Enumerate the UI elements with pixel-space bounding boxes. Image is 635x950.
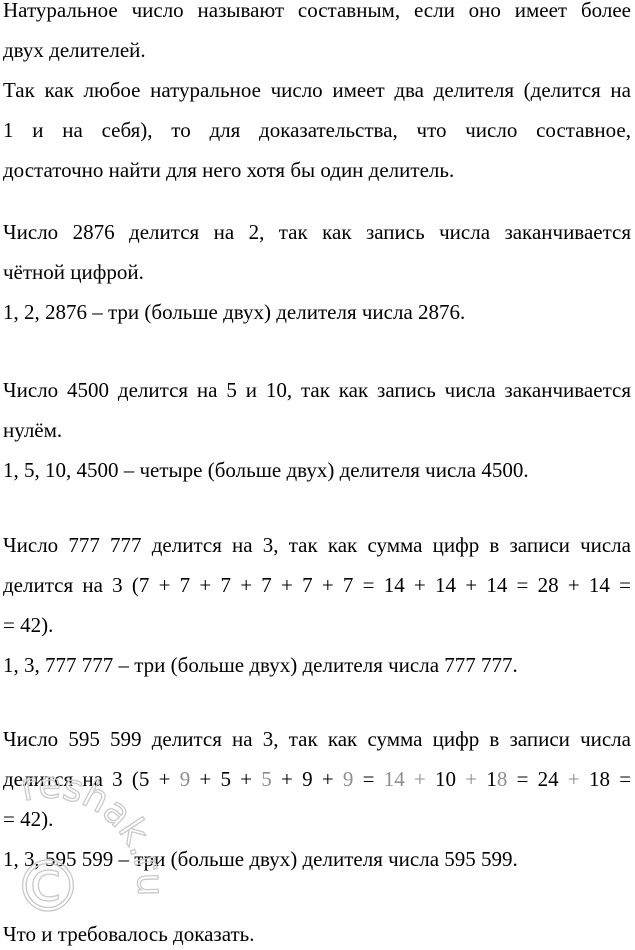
equation-segment: = (353, 767, 384, 791)
text-line: 1 и на себя), то для доказательства, что… (3, 118, 631, 142)
equation-segment: 1 (477, 767, 497, 791)
text-line: Число 595 599 делится на 3, так как сумм… (3, 727, 631, 751)
text-line: нулём. (3, 418, 63, 442)
text-line: Так как любое натуральное число имеет дв… (3, 78, 631, 102)
faded-plus-sign: + (465, 767, 478, 791)
faded-digit: 9 (179, 767, 191, 791)
text-line: 1, 3, 595 599 – три (больше двух) делите… (3, 847, 518, 871)
equation-segment: = 24 (507, 767, 568, 791)
paragraph-4500: Число 4500 делится на 5 и 10, так как за… (3, 370, 631, 490)
text-line: Число 777 777 делится на 3, так как сумм… (3, 533, 631, 557)
text-line-equation: делится на 3 (5 + 9 + 5 + 5 + 9 + 9 = 14… (3, 759, 631, 799)
paragraph-777777: Число 777 777 делится на 3, так как сумм… (3, 525, 631, 685)
equation-segment: делится на 3 (5 + (3, 767, 180, 791)
equation-segment: 10 (425, 767, 466, 791)
text-line: 1, 2, 2876 – три (больше двух) делителя … (3, 300, 466, 324)
faded-plus-sign: + (567, 767, 580, 791)
text-line: = 42). (3, 613, 54, 637)
text-line: достаточно найти для него хотя бы один д… (3, 158, 455, 182)
faded-digit: 8 (496, 767, 508, 791)
paragraph-2876: Число 2876 делится на 2, так как запись … (3, 212, 631, 332)
faded-digit: 5 (261, 767, 272, 791)
paragraph-qed: Что и требовалось доказать. (3, 914, 631, 950)
equation-segment: 18 = (579, 767, 631, 791)
text-line: Число 4500 делится на 5 и 10, так как за… (3, 378, 631, 402)
equation-segment: + 5 + (190, 767, 262, 791)
paragraph-595599: Число 595 599 делится на 3, так как сумм… (3, 719, 631, 879)
faded-digit: 9 (342, 767, 354, 791)
text-line: Число 2876 делится на 2, так как запись … (3, 220, 631, 244)
text-line: Натуральное число называют составным, ес… (3, 0, 631, 22)
text-line: 1, 5, 10, 4500 – четыре (больше двух) де… (3, 458, 529, 482)
faded-digit: 14 (383, 767, 405, 791)
text-line: = 42). (3, 807, 54, 831)
text-line: 1, 3, 777 777 – три (больше двух) делите… (3, 653, 518, 677)
equation-segment (405, 767, 414, 791)
text-line: двух делителей. (3, 38, 146, 62)
equation-segment: + 9 + (271, 767, 343, 791)
text-line: чётной цифрой. (3, 260, 144, 284)
faded-plus-sign: + (413, 767, 426, 791)
text-line-equation: делится на 3 (7 + 7 + 7 + 7 + 7 + 7 = 14… (3, 573, 631, 597)
text-line: Что и требовалось доказать. (3, 922, 255, 946)
paragraph-definition: Натуральное число называют составным, ес… (3, 0, 631, 190)
